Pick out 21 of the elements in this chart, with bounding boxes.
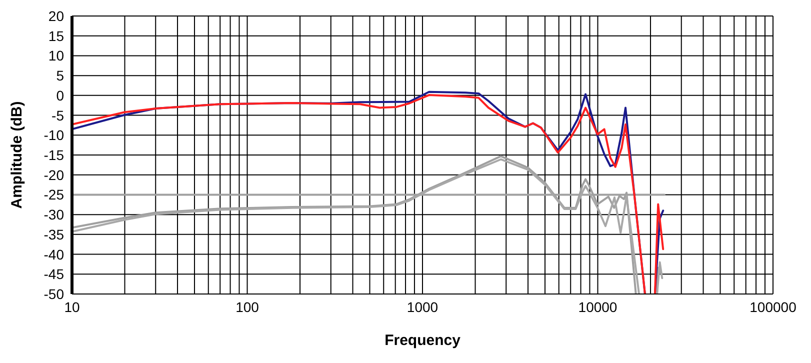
- y-tick-label: -5: [52, 107, 64, 124]
- x-axis-title: Frequency: [384, 332, 462, 349]
- x-tick-label: 1000: [406, 298, 438, 315]
- y-tick-label: 0: [56, 87, 64, 104]
- y-tick-label: -25: [44, 186, 64, 203]
- y-tick-label: -15: [44, 146, 64, 163]
- y-tick-label: 20: [48, 8, 64, 24]
- y-tick-label: -50: [44, 286, 64, 302]
- y-tick-label: -45: [44, 266, 64, 282]
- y-tick-label: -10: [44, 127, 64, 144]
- x-tick-label: 100: [236, 298, 260, 315]
- x-tick-label: 10000: [578, 298, 618, 315]
- x-tick-label: 100000: [750, 298, 797, 315]
- y-tick-label: 15: [48, 28, 64, 44]
- y-tick-label: 5: [56, 68, 64, 84]
- y-tick-label: -30: [44, 206, 64, 223]
- y-tick-label: -20: [44, 166, 64, 183]
- y-tick-label: -35: [44, 226, 64, 242]
- y-tick-label: -40: [44, 246, 64, 262]
- y-axis-title: Amplitude (dB): [8, 101, 26, 209]
- y-tick-label: 10: [48, 48, 64, 64]
